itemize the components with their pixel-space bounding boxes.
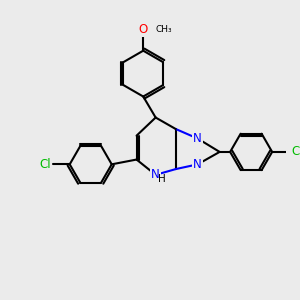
Text: H: H	[158, 174, 165, 184]
Text: N: N	[193, 158, 202, 171]
Text: CH₃: CH₃	[156, 25, 172, 34]
Text: Cl: Cl	[39, 158, 51, 171]
Text: O: O	[139, 23, 148, 36]
Text: N: N	[193, 132, 202, 145]
Text: Cl: Cl	[291, 146, 300, 158]
Text: N: N	[151, 168, 160, 181]
